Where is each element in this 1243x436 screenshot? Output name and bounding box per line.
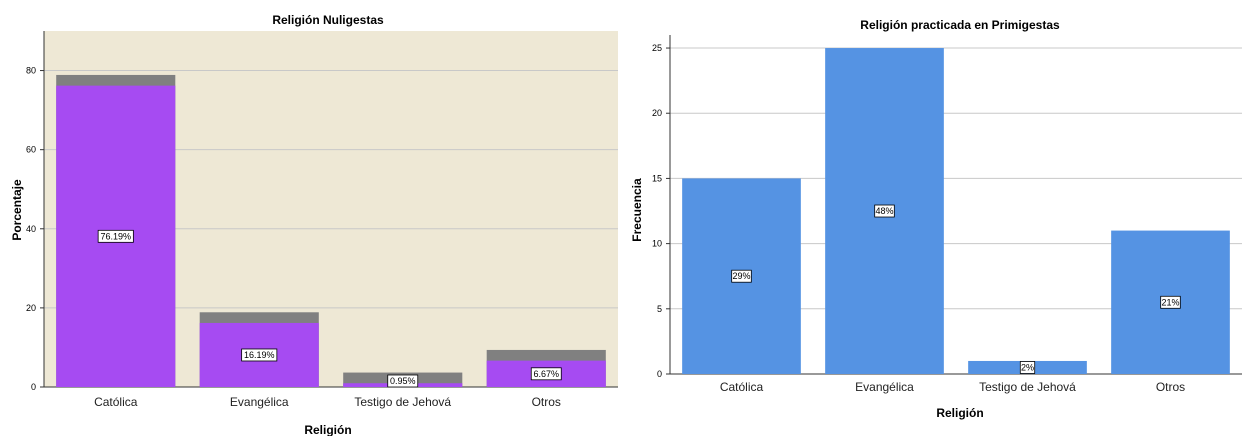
data-label-box [1160, 295, 1181, 309]
data-label-box [874, 204, 895, 218]
x-tick-label: Otros [532, 395, 561, 409]
y-axis-title: Porcentaje [10, 179, 24, 241]
data-label-box [387, 374, 419, 388]
y-tick-label: 60 [26, 145, 36, 155]
chart-primigestas: Religión practicada en Primigestas Relig… [622, 0, 1243, 436]
data-label: 6.67% [533, 369, 559, 379]
data-label: 29% [732, 271, 750, 281]
y-tick-label: 20 [652, 108, 662, 118]
y-tick-label: 20 [26, 303, 36, 313]
chart-title: Religión practicada en Primigestas [860, 18, 1060, 32]
data-label-box [1019, 361, 1036, 374]
y-tick-label: 0 [31, 382, 36, 392]
y-tick-label: 15 [652, 173, 662, 183]
data-label: 0.95% [390, 376, 416, 386]
data-label: 48% [875, 206, 893, 216]
chart-title: Religión Nuligestas [272, 13, 384, 27]
data-label-box [97, 229, 134, 243]
y-axis-title: Frecuencia [630, 178, 644, 242]
x-tick-label: Testigo de Jehová [979, 380, 1076, 394]
x-axis-title: Religión [304, 423, 351, 436]
data-label: 16.19% [244, 350, 275, 360]
y-tick-label: 5 [657, 304, 662, 314]
x-axis-title: Religión [936, 406, 983, 420]
y-tick-label: 80 [26, 66, 36, 76]
y-tick-label: 40 [26, 224, 36, 234]
x-tick-label: Católica [720, 380, 764, 394]
data-label: 2% [1021, 362, 1034, 372]
chart-primigestas-svg: Religión practicada en Primigestas Relig… [630, 18, 1242, 420]
y-tick-label: 25 [652, 43, 662, 53]
chart-nuligestas: Religión Nuligestas Religión Porcentaje … [0, 0, 620, 436]
data-label-box [241, 348, 278, 362]
x-tick-label: Testigo de Jehová [354, 395, 451, 409]
chart-nuligestas-svg: Religión Nuligestas Religión Porcentaje … [10, 13, 618, 436]
data-label-box [530, 367, 562, 381]
data-label: 76.19% [100, 231, 131, 241]
y-tick-label: 0 [657, 369, 662, 379]
data-label-box [731, 269, 752, 283]
data-label: 21% [1161, 297, 1179, 307]
y-tick-label: 10 [652, 239, 662, 249]
x-tick-label: Otros [1156, 380, 1185, 394]
x-tick-label: Evangélica [230, 395, 289, 409]
x-tick-label: Católica [94, 395, 138, 409]
x-tick-label: Evangélica [855, 380, 914, 394]
